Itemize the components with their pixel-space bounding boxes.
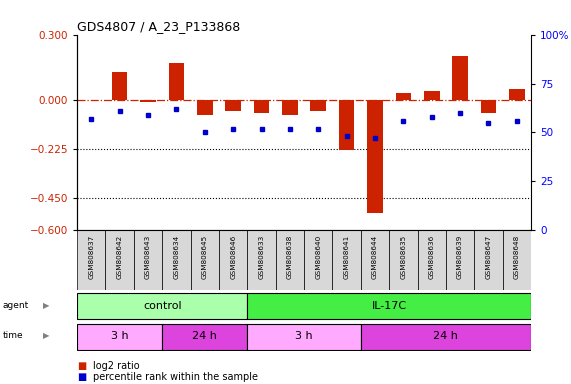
Bar bbox=[332, 230, 361, 290]
Text: GSM808638: GSM808638 bbox=[287, 235, 293, 279]
Bar bbox=[361, 230, 389, 290]
Bar bbox=[509, 89, 525, 100]
Text: GSM808639: GSM808639 bbox=[457, 235, 463, 279]
Bar bbox=[282, 100, 297, 115]
Text: GSM808637: GSM808637 bbox=[89, 235, 94, 279]
Bar bbox=[140, 100, 156, 102]
Bar bbox=[77, 324, 162, 350]
Bar bbox=[134, 230, 162, 290]
Bar bbox=[389, 230, 417, 290]
Bar bbox=[77, 230, 106, 290]
Text: GSM808647: GSM808647 bbox=[485, 235, 492, 279]
Bar bbox=[112, 71, 127, 100]
Bar bbox=[77, 293, 247, 319]
Bar bbox=[367, 100, 383, 213]
Text: control: control bbox=[143, 301, 182, 311]
Text: ▶: ▶ bbox=[43, 331, 49, 341]
Bar bbox=[254, 100, 270, 113]
Text: GSM808640: GSM808640 bbox=[315, 235, 321, 279]
Bar bbox=[417, 230, 446, 290]
Text: GSM808641: GSM808641 bbox=[344, 235, 349, 279]
Text: IL-17C: IL-17C bbox=[372, 301, 407, 311]
Bar bbox=[452, 56, 468, 100]
Bar bbox=[162, 230, 191, 290]
Text: ■: ■ bbox=[77, 372, 86, 382]
Text: percentile rank within the sample: percentile rank within the sample bbox=[93, 372, 258, 382]
Text: log2 ratio: log2 ratio bbox=[93, 361, 139, 371]
Text: GSM808643: GSM808643 bbox=[145, 235, 151, 279]
Text: GDS4807 / A_23_P133868: GDS4807 / A_23_P133868 bbox=[77, 20, 240, 33]
Text: ▶: ▶ bbox=[43, 301, 49, 310]
Text: 3 h: 3 h bbox=[295, 331, 313, 341]
Bar bbox=[481, 100, 496, 113]
Bar bbox=[446, 230, 475, 290]
Bar bbox=[219, 230, 247, 290]
Bar bbox=[502, 230, 531, 290]
Text: GSM808635: GSM808635 bbox=[400, 235, 407, 279]
Bar bbox=[191, 230, 219, 290]
Bar bbox=[106, 230, 134, 290]
Text: GSM808648: GSM808648 bbox=[514, 235, 520, 279]
Bar bbox=[162, 324, 247, 350]
Bar bbox=[247, 293, 531, 319]
Bar bbox=[197, 100, 212, 115]
Text: time: time bbox=[3, 331, 23, 341]
Bar bbox=[311, 100, 326, 111]
Bar bbox=[276, 230, 304, 290]
Text: GSM808646: GSM808646 bbox=[230, 235, 236, 279]
Bar bbox=[226, 100, 241, 111]
Bar bbox=[361, 324, 531, 350]
Bar bbox=[304, 230, 332, 290]
Bar bbox=[475, 230, 502, 290]
Bar bbox=[396, 93, 411, 100]
Text: 3 h: 3 h bbox=[111, 331, 128, 341]
Text: GSM808636: GSM808636 bbox=[429, 235, 435, 279]
Text: GSM808634: GSM808634 bbox=[174, 235, 179, 279]
Bar bbox=[424, 91, 440, 100]
Text: GSM808645: GSM808645 bbox=[202, 235, 208, 279]
Text: GSM808642: GSM808642 bbox=[116, 235, 123, 279]
Bar bbox=[339, 100, 355, 150]
Bar bbox=[247, 324, 361, 350]
Bar bbox=[247, 230, 276, 290]
Text: GSM808644: GSM808644 bbox=[372, 235, 378, 279]
Text: GSM808633: GSM808633 bbox=[259, 235, 264, 279]
Text: agent: agent bbox=[3, 301, 29, 310]
Text: 24 h: 24 h bbox=[192, 331, 217, 341]
Text: 24 h: 24 h bbox=[433, 331, 459, 341]
Bar bbox=[168, 63, 184, 100]
Text: ■: ■ bbox=[77, 361, 86, 371]
